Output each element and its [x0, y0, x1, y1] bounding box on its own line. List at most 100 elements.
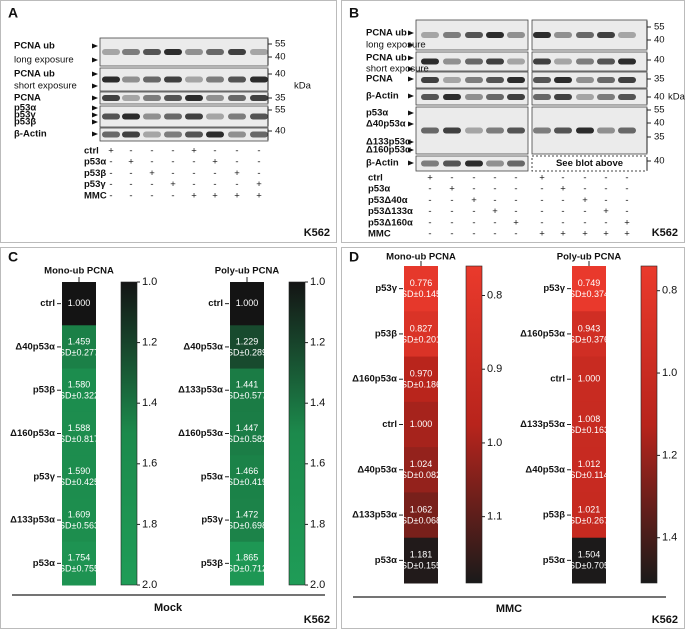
heatmap-cell	[404, 311, 438, 358]
row-label: ctrl	[40, 298, 55, 309]
band	[164, 113, 182, 120]
colorbar-label: 0.9	[487, 363, 502, 375]
band	[443, 32, 461, 38]
band	[206, 131, 224, 138]
band	[507, 32, 525, 38]
marker: 55	[654, 22, 665, 33]
cell-sd: SD±0.755	[59, 564, 99, 574]
heatmap-cell	[62, 325, 96, 370]
panel-label: C	[8, 249, 18, 265]
cell-mean: 1.000	[410, 419, 433, 429]
band	[250, 113, 268, 120]
band	[250, 95, 268, 101]
condition-sign: -	[257, 146, 260, 157]
row-label: p53γ	[375, 283, 397, 294]
band	[618, 32, 636, 38]
arrow	[408, 66, 414, 72]
band	[102, 49, 120, 55]
band	[185, 113, 203, 120]
heatmap-cell	[62, 498, 96, 543]
colorbar-label: 1.2	[142, 337, 157, 349]
condition-sign: -	[235, 179, 238, 190]
heatmap-cell	[62, 368, 96, 413]
condition-sign: -	[192, 179, 195, 190]
condition-sign: -	[428, 229, 431, 240]
condition-sign: -	[257, 157, 260, 168]
band	[465, 32, 483, 38]
row-label: p53α	[33, 558, 55, 569]
cell-mean: 1.000	[236, 298, 259, 308]
condition-sign: +	[582, 229, 588, 240]
condition-sign: +	[234, 168, 240, 179]
row-label: p53α	[543, 555, 565, 566]
condition-sign: +	[560, 229, 566, 240]
condition-sign: +	[256, 179, 262, 190]
blot-label: short exposure	[14, 81, 77, 92]
condition-sign: -	[109, 168, 112, 179]
cell-sd: SD±0.817	[59, 434, 99, 444]
band	[250, 49, 268, 55]
condition-sign: -	[109, 157, 112, 168]
condition-sign: -	[450, 195, 453, 206]
condition-sign: -	[171, 157, 174, 168]
colorbar-label: 1.4	[310, 397, 325, 409]
colorbar-label: 1.2	[662, 449, 677, 461]
cell-mean: 0.776	[410, 278, 433, 288]
row-label: Δ40p53α	[525, 464, 565, 475]
band	[576, 58, 594, 65]
band	[486, 127, 504, 134]
band	[206, 113, 224, 120]
condition-sign: -	[561, 173, 564, 184]
blot-label: p53γ	[14, 110, 36, 121]
condition-sign: +	[256, 190, 262, 201]
cell-mean: 1.590	[68, 466, 91, 476]
blot-label: PCNA ub	[366, 53, 407, 64]
condition-name: p53α	[84, 157, 106, 168]
band	[102, 113, 120, 120]
band	[533, 127, 551, 134]
condition-sign: -	[428, 206, 431, 217]
colorbar-label: 1.0	[142, 276, 157, 288]
kda-label: kDa	[668, 92, 685, 103]
cell-mean: 1.062	[410, 504, 433, 514]
condition-sign: -	[625, 173, 628, 184]
cell-sd: SD±0.114	[569, 470, 608, 480]
cell-sd: SD±0.376	[569, 334, 609, 344]
cell-mean: 1.588	[68, 423, 91, 433]
heatmap-cell	[62, 411, 96, 456]
heatmap-cell	[230, 325, 264, 370]
condition-sign: -	[213, 168, 216, 179]
condition-sign: -	[129, 179, 132, 190]
band	[597, 58, 615, 65]
band	[122, 49, 140, 55]
arrow	[408, 93, 414, 99]
blot-label: Δ160p53α	[366, 145, 411, 156]
condition-sign: +	[492, 206, 498, 217]
condition-sign: -	[604, 217, 607, 228]
note-box	[531, 155, 648, 172]
band	[618, 58, 636, 65]
band	[486, 58, 504, 65]
condition-sign: +	[128, 157, 134, 168]
condition-sign: -	[150, 146, 153, 157]
condition-sign: +	[624, 217, 630, 228]
band	[465, 160, 483, 167]
cell-sd: SD±0.201	[401, 334, 441, 344]
condition-name: p53Δ40α	[368, 195, 408, 206]
colorbar-label: 1.6	[310, 458, 325, 470]
marker: 40	[654, 156, 665, 167]
blot-label: PCNA ub	[366, 28, 407, 39]
band	[554, 77, 572, 83]
band	[507, 77, 525, 83]
band	[486, 77, 504, 83]
row-label: p53γ	[201, 515, 223, 526]
band	[597, 32, 615, 38]
colorbar	[640, 265, 658, 584]
heatmap-title: Poly-ub PCNA	[215, 266, 280, 277]
blot-label: short exposure	[366, 64, 429, 75]
band	[533, 58, 551, 65]
row-label: p53β	[201, 558, 223, 569]
arrow	[92, 95, 98, 101]
blot-label: β-Actin	[14, 129, 47, 140]
marker: 40	[275, 52, 286, 63]
